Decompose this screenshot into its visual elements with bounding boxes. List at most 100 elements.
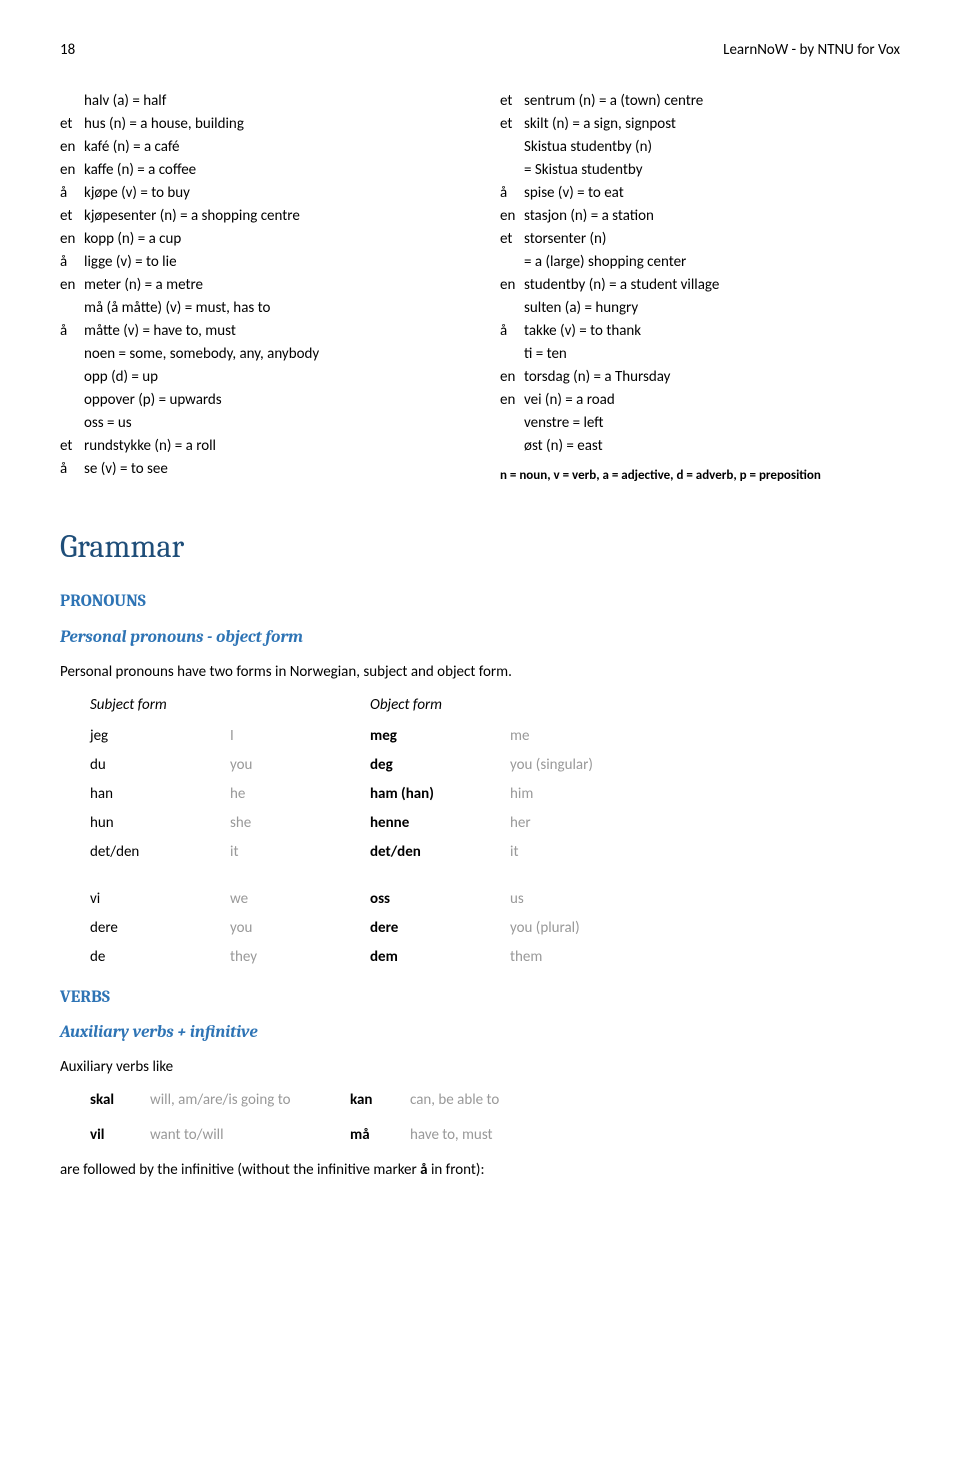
pronoun-cell: he (230, 784, 370, 805)
vocab-prefix (500, 160, 524, 181)
vocab-text: hus (n) = a house, building (84, 114, 460, 135)
vocab-text: rundstykke (n) = a roll (84, 436, 460, 457)
pronoun-row: dereyoudereyou (plural) (90, 918, 900, 939)
vocab-row: etrundstykke (n) = a roll (60, 436, 460, 457)
vocab-row: etsentrum (n) = a (town) centre (500, 91, 900, 112)
vocab-row: opp (d) = up (60, 367, 460, 388)
vocab-text: halv (a) = half (84, 91, 460, 112)
vocab-prefix: en (500, 390, 524, 411)
pronoun-cell: it (510, 842, 518, 863)
vocab-row: etkjøpesenter (n) = a shopping centre (60, 206, 460, 227)
pronoun-cell: them (510, 947, 542, 968)
vocab-text: spise (v) = to eat (524, 183, 900, 204)
vocab-row: Skistua studentby (n) (500, 137, 900, 158)
pronoun-cell: us (510, 889, 524, 910)
vocab-prefix (60, 413, 84, 434)
vocab-row: venstre = left (500, 413, 900, 434)
vocab-text: oppover (p) = upwards (84, 390, 460, 411)
vocab-prefix (500, 137, 524, 158)
vocab-text: = Skistua studentby (524, 160, 900, 181)
aux-table: skalwill, am/are/is going tokancan, be a… (90, 1090, 900, 1146)
aux-cell: vil (90, 1125, 150, 1146)
vocab-prefix: en (60, 275, 84, 296)
pronoun-cell: they (230, 947, 370, 968)
vocab-row: ti = ten (500, 344, 900, 365)
pronoun-row: hanheham (han)him (90, 784, 900, 805)
vocab-text: skilt (n) = a sign, signpost (524, 114, 900, 135)
aux-row: vilwant to/willmåhave to, must (90, 1125, 900, 1146)
vocab-prefix (500, 344, 524, 365)
vocab-row: åligge (v) = to lie (60, 252, 460, 273)
pronouns-intro: Personal pronouns have two forms in Norw… (60, 662, 900, 683)
pronoun-cell: henne (370, 813, 510, 834)
vocab-text: sulten (a) = hungry (524, 298, 900, 319)
vocab-row: etskilt (n) = a sign, signpost (500, 114, 900, 135)
vocab-prefix (60, 344, 84, 365)
pronoun-cell: you (230, 755, 370, 776)
vocab-row: = a (large) shopping center (500, 252, 900, 273)
pronoun-cell: han (90, 784, 230, 805)
vocab-text: opp (d) = up (84, 367, 460, 388)
vocab-text: ligge (v) = to lie (84, 252, 460, 273)
vocab-prefix: en (60, 160, 84, 181)
vocab-row: = Skistua studentby (500, 160, 900, 181)
vocab-row: oss = us (60, 413, 460, 434)
verbs-subheading: Auxiliary verbs + infinitive (60, 1021, 900, 1045)
grammar-heading: Grammar (60, 525, 900, 570)
pronoun-table: Subject form Object form jegImegmeduyoud… (90, 695, 900, 968)
vocab-row: oppover (p) = upwards (60, 390, 460, 411)
vocab-text: meter (n) = a metre (84, 275, 460, 296)
pronoun-row: jegImegme (90, 726, 900, 747)
source-label: LearnNoW - by NTNU for Vox (723, 40, 900, 61)
pronoun-cell: oss (370, 889, 510, 910)
pronoun-row: duyoudegyou (singular) (90, 755, 900, 776)
vocab-text: noen = some, somebody, any, anybody (84, 344, 460, 365)
vocab-row: åse (v) = to see (60, 459, 460, 480)
pronoun-cell: de (90, 947, 230, 968)
vocab-prefix: en (500, 275, 524, 296)
vocab-row: enkafé (n) = a café (60, 137, 460, 158)
vocab-text: stasjon (n) = a station (524, 206, 900, 227)
vocab-text: takke (v) = to thank (524, 321, 900, 342)
aux-outro: are followed by the infinitive (without … (60, 1160, 900, 1181)
vocab-row: noen = some, somebody, any, anybody (60, 344, 460, 365)
vocab-row: åkjøpe (v) = to buy (60, 183, 460, 204)
vocab-legend: n = noun, v = verb, a = adjective, d = a… (500, 467, 900, 485)
pronoun-cell: vi (90, 889, 230, 910)
pronouns-heading: PRONOUNS (60, 590, 900, 614)
vocab-text: oss = us (84, 413, 460, 434)
aux-cell: have to, must (410, 1125, 493, 1146)
vocab-row: åmåtte (v) = have to, must (60, 321, 460, 342)
vocab-prefix: en (60, 137, 84, 158)
vocab-text: måtte (v) = have to, must (84, 321, 460, 342)
vocab-text: torsdag (n) = a Thursday (524, 367, 900, 388)
vocab-prefix (60, 390, 84, 411)
vocab-prefix (60, 91, 84, 112)
vocab-text: = a (large) shopping center (524, 252, 900, 273)
pronoun-row: viweossus (90, 889, 900, 910)
vocab-text: kjøpesenter (n) = a shopping centre (84, 206, 460, 227)
vocab-left-col: halv (a) = halfethus (n) = a house, buil… (60, 91, 460, 485)
page-header: 18 LearnNoW - by NTNU for Vox (60, 40, 900, 61)
vocab-text: ti = ten (524, 344, 900, 365)
vocab-prefix: et (500, 229, 524, 250)
vocab-prefix: en (500, 367, 524, 388)
vocab-prefix: å (60, 252, 84, 273)
vocab-prefix: å (500, 321, 524, 342)
vocab-row: enstudentby (n) = a student village (500, 275, 900, 296)
vocab-row: ethus (n) = a house, building (60, 114, 460, 135)
pronoun-cell: you (singular) (510, 755, 593, 776)
vocab-row: etstorsenter (n) (500, 229, 900, 250)
pronoun-cell: we (230, 889, 370, 910)
pronoun-cell: meg (370, 726, 510, 747)
pronoun-cell: dem (370, 947, 510, 968)
aux-intro: Auxiliary verbs like (60, 1057, 900, 1078)
vocab-row: åtakke (v) = to thank (500, 321, 900, 342)
vocab-text: vei (n) = a road (524, 390, 900, 411)
pronoun-cell: you (plural) (510, 918, 580, 939)
pronoun-cell: she (230, 813, 370, 834)
aux-cell: kan (350, 1090, 410, 1111)
vocab-text: venstre = left (524, 413, 900, 434)
vocab-text: studentby (n) = a student village (524, 275, 900, 296)
pronoun-cell: it (230, 842, 370, 863)
